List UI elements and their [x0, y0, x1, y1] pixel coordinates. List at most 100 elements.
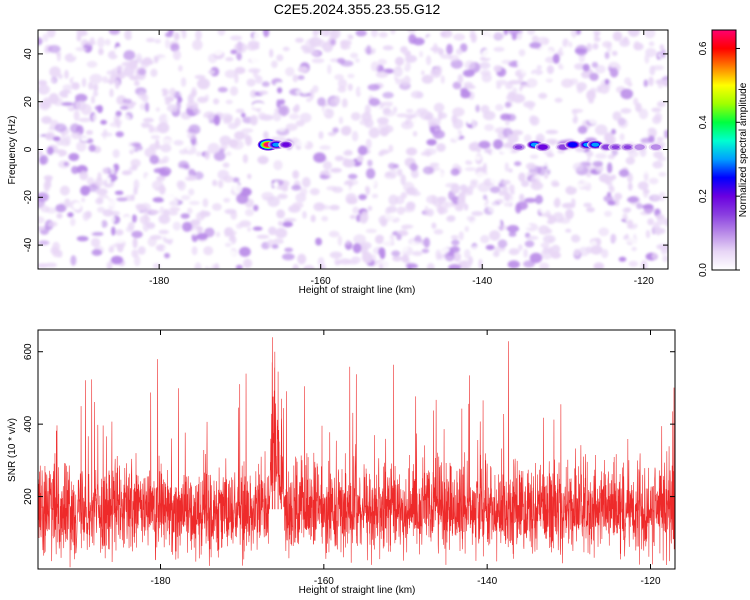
spectrogram-noise-cell	[437, 48, 444, 56]
spectrogram-noise-cell	[71, 131, 82, 140]
spectrogram-noise-cell	[187, 181, 198, 186]
spectrogram-noise-cell	[328, 230, 340, 238]
spectrogram-peak-contour	[539, 145, 547, 150]
spectrogram-noise-cell	[343, 157, 348, 164]
spectrogram-noise-cell	[618, 256, 627, 262]
spectrogram-noise-cell	[50, 78, 56, 83]
spectrogram-noise-cell	[258, 90, 269, 95]
spectrogram-x-ticks: -180 -160 -140 -120	[149, 30, 654, 287]
spectrogram-noise-cell	[507, 133, 519, 144]
spectrogram-noise-cell	[412, 131, 418, 137]
spectrogram-noise-cell	[549, 224, 561, 233]
snr-y-ticks: 200 400 600	[23, 343, 675, 505]
spectrogram-noise-cell	[599, 83, 610, 94]
spectrogram-noise-cell	[191, 233, 198, 243]
spectrogram-noise-cell	[521, 38, 532, 48]
spectrogram-noise-cell	[257, 155, 269, 165]
spectrogram-noise-cell	[493, 32, 505, 40]
snr-panel: -180 -160 -140 -120 200 400 600 Height of str…	[7, 329, 676, 596]
spectrogram-noise-cell	[329, 204, 340, 211]
spectrogram-noise-cell	[271, 60, 278, 69]
spectrogram-noise-cell	[202, 220, 213, 228]
spectrogram-noise-cell	[159, 206, 165, 214]
spectrogram-noise-cell	[551, 244, 561, 254]
spectrogram-noise-cell	[606, 162, 613, 174]
spectrogram-noise-cell	[52, 136, 61, 142]
spectrogram-noise-cell	[102, 209, 114, 217]
spectrogram-noise-cell	[451, 114, 458, 124]
spectrogram-noise-cell	[294, 130, 300, 137]
spectrogram-noise-cell	[232, 177, 240, 183]
spectrogram-noise-cell	[427, 35, 439, 40]
spectrogram-noise-cell	[431, 222, 437, 229]
spectrogram-noise-cell	[355, 30, 367, 37]
spectrogram-noise-cell	[234, 66, 246, 75]
spectrogram-noise-cell	[523, 260, 535, 268]
spectrogram-noise-cell	[220, 143, 229, 150]
spectrogram-noise-cell	[92, 231, 104, 237]
spectrogram-noise-cell	[67, 92, 72, 100]
spectrogram-noise-cell	[382, 91, 394, 99]
spectrogram-noise-cell	[421, 74, 434, 84]
spectrogram-noise-cell	[565, 185, 577, 195]
spectrogram-noise-cell	[38, 80, 48, 86]
spectrogram-noise-cell	[359, 88, 364, 94]
spectrogram-noise-cell	[181, 203, 188, 209]
spectrogram-noise-cell	[577, 125, 588, 134]
spectrogram-noise-cell	[350, 52, 359, 59]
spectrogram-noise-cell	[500, 147, 508, 154]
spectrogram-noise-cell	[97, 206, 105, 213]
spectrogram-noise-cell	[102, 167, 109, 174]
spectrogram-noise-cell	[113, 114, 120, 124]
spectrogram-noise-cell	[614, 192, 623, 200]
spectrogram-noise-cell	[545, 138, 559, 145]
spectrogram-noise-cell	[558, 217, 571, 224]
spectrogram-noise-cell	[38, 226, 45, 231]
spectrogram-noise-cell	[394, 56, 405, 66]
spectrogram-y-tick-label: -40	[23, 237, 34, 252]
spectrogram-noise-cell	[400, 174, 407, 186]
spectrogram-noise-cell	[631, 77, 641, 83]
spectrogram-noise-cell	[656, 136, 664, 142]
spectrogram-noise-cell	[365, 228, 377, 234]
spectrogram-noise-cell	[552, 53, 560, 64]
spectrogram-noise-cell	[281, 185, 289, 192]
spectrogram-noise-cell	[330, 39, 336, 46]
spectrogram-noise-cell	[42, 33, 49, 43]
spectrogram-noise-cell	[426, 263, 435, 269]
spectrogram-noise-cell	[131, 142, 142, 147]
spectrogram-noise-cell	[364, 104, 371, 115]
spectrogram-noise-cell	[301, 84, 309, 95]
spectrogram-noise-cell	[334, 155, 344, 162]
spectrogram-noise-cell	[464, 167, 477, 172]
spectrogram-peak-contour	[591, 142, 600, 147]
spectrogram-noise-cell	[493, 46, 505, 52]
spectrogram-noise-cell	[190, 219, 201, 226]
spectrogram-noise-cell	[542, 160, 552, 167]
spectrogram-noise-cell	[180, 213, 190, 219]
spectrogram-noise-cell	[123, 50, 136, 61]
spectrogram-noise-cell	[74, 47, 88, 52]
spectrogram-noise-cell	[624, 77, 632, 85]
spectrogram-noise-cell	[294, 104, 300, 112]
spectrogram-noise-cell	[378, 31, 388, 38]
colorbar-tick-label: 0.2	[698, 189, 709, 203]
spectrogram-noise-cell	[54, 219, 67, 225]
spectrogram-noise-cell	[539, 262, 550, 269]
spectrogram-noise-cell	[396, 113, 409, 118]
spectrogram-noise-cell	[622, 36, 629, 44]
spectrogram-noise-cell	[295, 192, 307, 203]
spectrogram-noise-cell	[295, 37, 304, 43]
spectrogram-noise-cell	[307, 194, 313, 199]
spectrogram-noise-cell	[202, 198, 209, 208]
spectrogram-noise-cell	[537, 166, 546, 176]
snr-x-axis-label: Height of straight line (km)	[299, 585, 416, 596]
spectrogram-noise-cell	[488, 202, 500, 214]
spectrogram-noise-cell	[232, 183, 243, 194]
spectrogram-noise-cell	[658, 172, 667, 177]
spectrogram-noise-cell	[236, 52, 242, 61]
spectrogram-noise-cell	[165, 38, 170, 49]
spectrogram-noise-cell	[545, 129, 559, 135]
spectrogram-noise-cell	[53, 98, 64, 106]
spectrogram-noise-cell	[239, 187, 252, 197]
